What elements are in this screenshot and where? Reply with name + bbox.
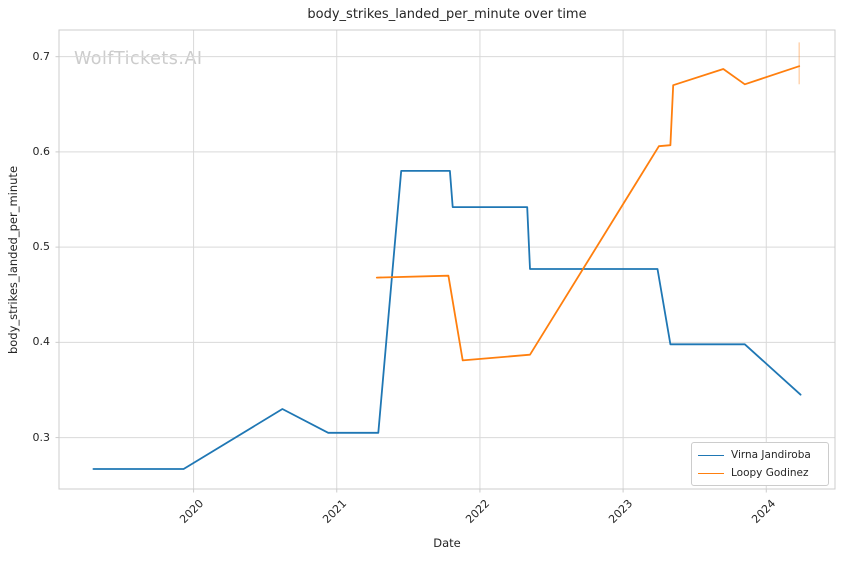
series-line xyxy=(375,65,801,362)
legend-item: Loopy Godinez xyxy=(698,466,820,480)
y-tick-label: 0.5 xyxy=(32,240,51,254)
series-line xyxy=(92,169,802,470)
tick-marks-layer xyxy=(55,56,767,493)
x-axis-label: Date xyxy=(433,536,461,550)
legend-label: Virna Jandiroba xyxy=(731,449,811,461)
legend: Virna Jandiroba Loopy Godinez xyxy=(691,442,829,486)
y-tick-label: 0.6 xyxy=(32,144,51,158)
plot-frame xyxy=(58,29,836,490)
legend-item: Virna Jandiroba xyxy=(698,448,820,462)
y-tick-label: 0.7 xyxy=(32,49,51,63)
y-tick-label: 0.4 xyxy=(32,335,51,349)
legend-swatch-loopy-godinez xyxy=(698,472,724,474)
watermark: WolfTickets.AI xyxy=(74,49,203,69)
legend-swatch-virna-jandiroba xyxy=(698,454,724,456)
grid-layer xyxy=(59,30,835,489)
chart-title: body_strikes_landed_per_minute over time xyxy=(307,7,587,22)
legend-label: Loopy Godinez xyxy=(731,467,809,479)
series-layer xyxy=(92,42,802,470)
y-tick-label: 0.3 xyxy=(32,430,51,444)
